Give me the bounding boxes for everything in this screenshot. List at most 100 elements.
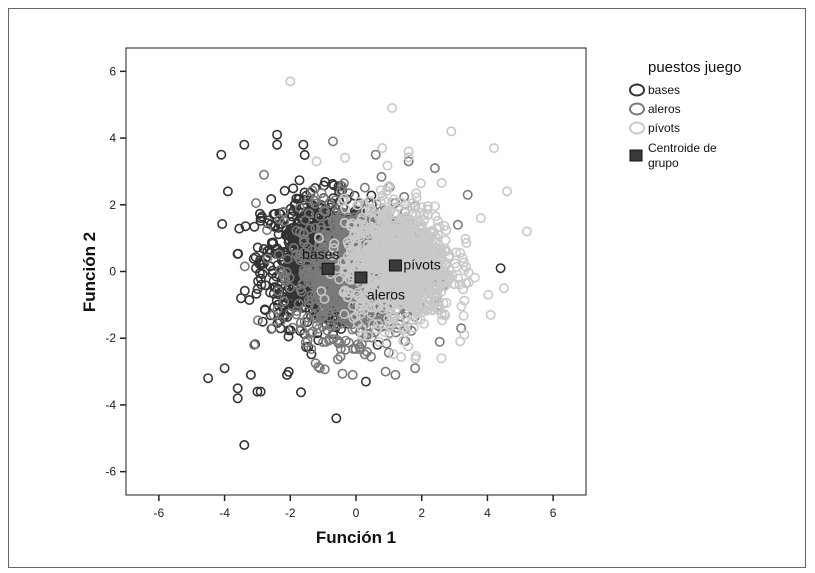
point-aleros (303, 299, 314, 310)
point-pívots (405, 263, 416, 274)
point-pívots (411, 188, 422, 199)
centroid-label-2: aleros (367, 287, 405, 303)
point-bases (283, 331, 294, 342)
point-bases (248, 253, 259, 264)
point-bases (360, 376, 371, 387)
point-pívots (385, 205, 396, 216)
point-pívots (328, 243, 339, 254)
point-aleros (349, 323, 360, 334)
point-bases (331, 413, 342, 424)
point-aleros (327, 216, 338, 227)
point-pívots (366, 260, 377, 271)
legend-marker-bases (629, 83, 645, 97)
point-bases (239, 439, 250, 450)
point-pívots (416, 202, 427, 213)
point-aleros (279, 272, 290, 283)
point-aleros (319, 364, 330, 375)
point-aleros (322, 325, 333, 336)
point-pívots (483, 289, 494, 300)
point-pívots (498, 283, 509, 294)
centroid-label-3: pívots (403, 256, 440, 272)
axes-layer: -6 -4 -2 0 2 4 6 6 4 2 0 -2 -4 -6 (105, 64, 556, 520)
point-aleros (370, 149, 381, 160)
point-bases (299, 150, 310, 161)
point-pívots (339, 285, 350, 296)
points-layer (203, 76, 532, 450)
point-pívots (463, 277, 474, 288)
point-pívots (407, 286, 418, 297)
point-aleros (340, 344, 351, 355)
legend-title: puestos juego (648, 59, 741, 76)
point-pívots (419, 248, 430, 259)
point-pívots (387, 311, 398, 322)
point-pívots (450, 247, 461, 258)
point-bases (216, 149, 227, 160)
point-pívots (339, 193, 350, 204)
point-pívots (431, 236, 442, 247)
point-pívots (399, 275, 410, 286)
point-pívots (339, 309, 350, 320)
point-pívots (392, 220, 403, 231)
point-aleros (279, 296, 290, 307)
point-pívots (372, 288, 383, 299)
y-tick-label: 0 (109, 265, 116, 279)
point-pívots (419, 215, 430, 226)
point-bases (267, 265, 278, 276)
point-pívots (374, 209, 385, 220)
point-aleros (297, 278, 308, 289)
point-aleros (294, 202, 305, 213)
point-bases (305, 187, 316, 198)
point-pívots (457, 253, 468, 264)
x-tick-label: 0 (353, 506, 360, 520)
point-pívots (502, 186, 513, 197)
point-aleros (300, 337, 311, 348)
point-pívots (369, 243, 380, 254)
point-pívots (381, 290, 392, 301)
y-axis-title: Función 2 (80, 232, 99, 312)
point-pívots (387, 318, 398, 329)
legend-label-centroid-line1: Centroide de (648, 141, 717, 155)
point-aleros (381, 338, 392, 349)
point-pívots (488, 143, 499, 154)
point-bases (219, 363, 230, 374)
point-pívots (367, 318, 378, 329)
point-bases (217, 219, 228, 230)
point-pívots (383, 247, 394, 258)
point-aleros (316, 188, 327, 199)
legend-label-pivots: pívots (648, 121, 680, 135)
point-pívots (395, 197, 406, 208)
point-bases (232, 393, 243, 404)
point-aleros (258, 169, 269, 180)
point-pívots (356, 330, 367, 341)
point-aleros (274, 265, 285, 276)
point-pívots (394, 248, 405, 259)
point-bases (327, 178, 338, 189)
point-pívots (398, 322, 409, 333)
point-bases (272, 243, 283, 254)
point-bases (232, 248, 243, 259)
point-pívots (365, 302, 376, 313)
point-aleros (324, 306, 335, 317)
point-aleros (332, 354, 343, 365)
x-tick-label: 6 (550, 506, 557, 520)
point-bases (255, 386, 266, 397)
y-tick-label: 2 (109, 198, 116, 212)
point-aleros (268, 309, 279, 320)
point-bases (252, 386, 263, 397)
point-aleros (313, 361, 324, 372)
point-bases (203, 373, 214, 384)
point-pívots (339, 152, 350, 163)
point-pívots (405, 269, 416, 280)
point-aleros (314, 363, 325, 374)
point-pívots (387, 103, 398, 114)
point-pívots (339, 267, 350, 278)
point-bases (240, 221, 251, 232)
point-pívots (424, 262, 435, 273)
point-pívots (411, 308, 422, 319)
point-bases (239, 139, 250, 150)
point-bases (250, 252, 261, 263)
point-aleros (336, 181, 347, 192)
point-aleros (308, 310, 319, 321)
point-aleros (347, 369, 358, 380)
